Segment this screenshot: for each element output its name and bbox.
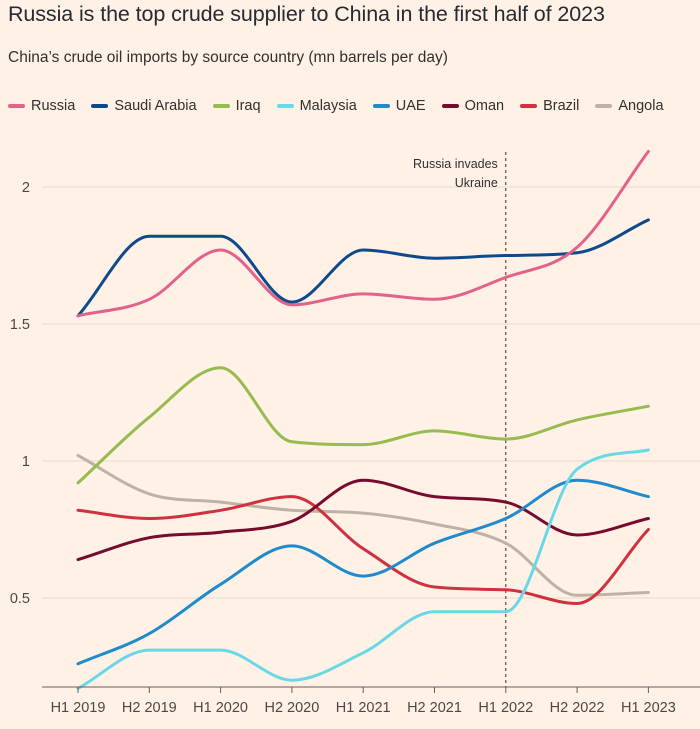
x-tick-label: H2 2020 [264,700,319,716]
legend-item-malaysia: Malaysia [276,98,357,114]
series-line-iraq [76,366,650,485]
y-tick-label: 1 [22,454,30,470]
legend-swatch-uae [372,104,390,108]
series-lines [76,149,650,690]
legend-label-malaysia: Malaysia [299,98,357,114]
legend-label-angola: Angola [618,98,664,114]
chart-title: Russia is the top crude supplier to Chin… [8,2,605,26]
y-tick-label: 2 [22,180,30,196]
legend-label-iraq: Iraq [235,98,261,114]
series-line-brazil [76,495,650,605]
x-tick-label: H2 2021 [407,700,462,716]
x-tick-label: H2 2022 [550,700,605,716]
series-line-saudi-arabia [76,218,650,318]
series-line-angola [76,454,650,597]
x-tick-label: H1 2019 [51,700,106,716]
legend-label-uae: UAE [395,98,426,114]
y-tick-label: 1.5 [10,317,30,333]
legend-swatch-iraq [212,104,230,108]
series-line-oman [76,478,650,562]
x-tick-label: H2 2019 [122,700,177,716]
legend-swatch-malaysia [276,104,294,108]
legend-swatch-saudi-arabia [91,104,109,108]
legend-item-russia: Russia [8,98,75,114]
legend-label-russia: Russia [31,98,76,114]
legend-item-uae: UAE [372,98,426,114]
x-tick-label: H1 2023 [621,700,676,716]
annotation: Russia invades Ukraine [413,152,507,687]
series-line-malaysia [76,448,650,690]
legend-label-saudi-arabia: Saudi Arabia [114,98,197,114]
legend-swatch-brazil [520,104,538,108]
chart-subtitle: China’s crude oil imports by source coun… [8,49,448,66]
legend-swatch-russia [8,104,25,108]
x-tick-label: H1 2020 [193,700,248,716]
legend-swatch-angola [595,104,613,108]
annotation-text-line2: Ukraine [455,176,498,190]
legend-swatch-oman [441,104,459,108]
x-tick-label: H1 2021 [336,700,391,716]
legend-label-brazil: Brazil [543,98,580,114]
legend: Russia Saudi Arabia Iraq Malaysia UAE Oman Bra… [8,96,680,116]
legend-item-oman: Oman [441,98,505,114]
legend-item-iraq: Iraq [212,98,261,114]
legend-item-brazil: Brazil [520,98,579,114]
y-tick-label: 0.5 [10,591,30,607]
series-line-russia [76,149,650,318]
legend-label-oman: Oman [464,98,505,114]
series-line-uae [76,478,650,666]
x-tick-label: H1 2022 [478,700,533,716]
legend-item-saudi-arabia: Saudi Arabia [91,98,197,114]
axes: H1 2019 H2 2019 H1 2020 H2 2020 H1 2021 H2 20… [42,686,700,716]
legend-item-angola: Angola [595,98,664,114]
annotation-text-line1: Russia invades [413,157,498,171]
